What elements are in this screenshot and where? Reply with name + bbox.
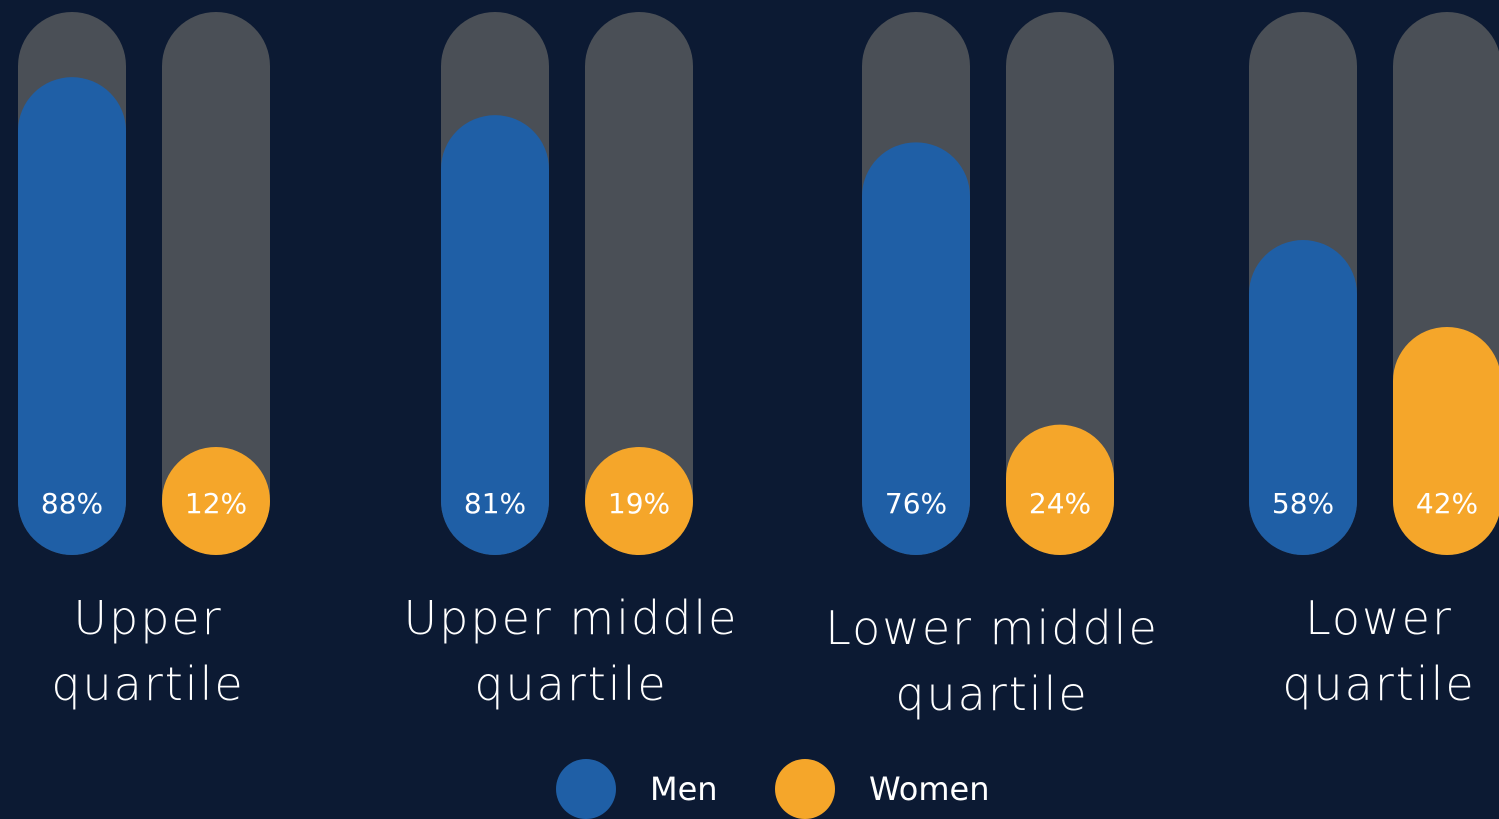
value-label: 58% bbox=[1272, 487, 1334, 520]
bar bbox=[1393, 326, 1499, 555]
value-label: 76% bbox=[885, 487, 947, 520]
bar bbox=[18, 77, 126, 555]
bar bbox=[585, 447, 693, 555]
value-label: 42% bbox=[1416, 487, 1478, 520]
category-label: Lower quartile bbox=[1282, 591, 1476, 711]
legend-label: Men bbox=[650, 770, 718, 808]
bar bbox=[1249, 240, 1357, 555]
category-label: Lower middle quartile bbox=[825, 601, 1159, 721]
legend-label: Women bbox=[869, 770, 989, 808]
value-label: 12% bbox=[185, 487, 247, 520]
bar bbox=[862, 142, 970, 555]
legend-swatch bbox=[556, 759, 616, 819]
legend-swatch bbox=[775, 759, 835, 819]
bar-track bbox=[162, 12, 270, 555]
bar-track bbox=[585, 12, 693, 555]
value-label: 81% bbox=[464, 487, 526, 520]
value-label: 88% bbox=[41, 487, 103, 520]
bar bbox=[441, 115, 549, 556]
value-label: 19% bbox=[608, 487, 670, 520]
bar bbox=[162, 447, 270, 555]
category-label: Upper quartile bbox=[51, 591, 245, 711]
category-label: Upper middle quartile bbox=[403, 591, 739, 711]
bar bbox=[1006, 424, 1114, 555]
value-label: 24% bbox=[1029, 487, 1091, 520]
bar-track bbox=[1006, 12, 1114, 555]
